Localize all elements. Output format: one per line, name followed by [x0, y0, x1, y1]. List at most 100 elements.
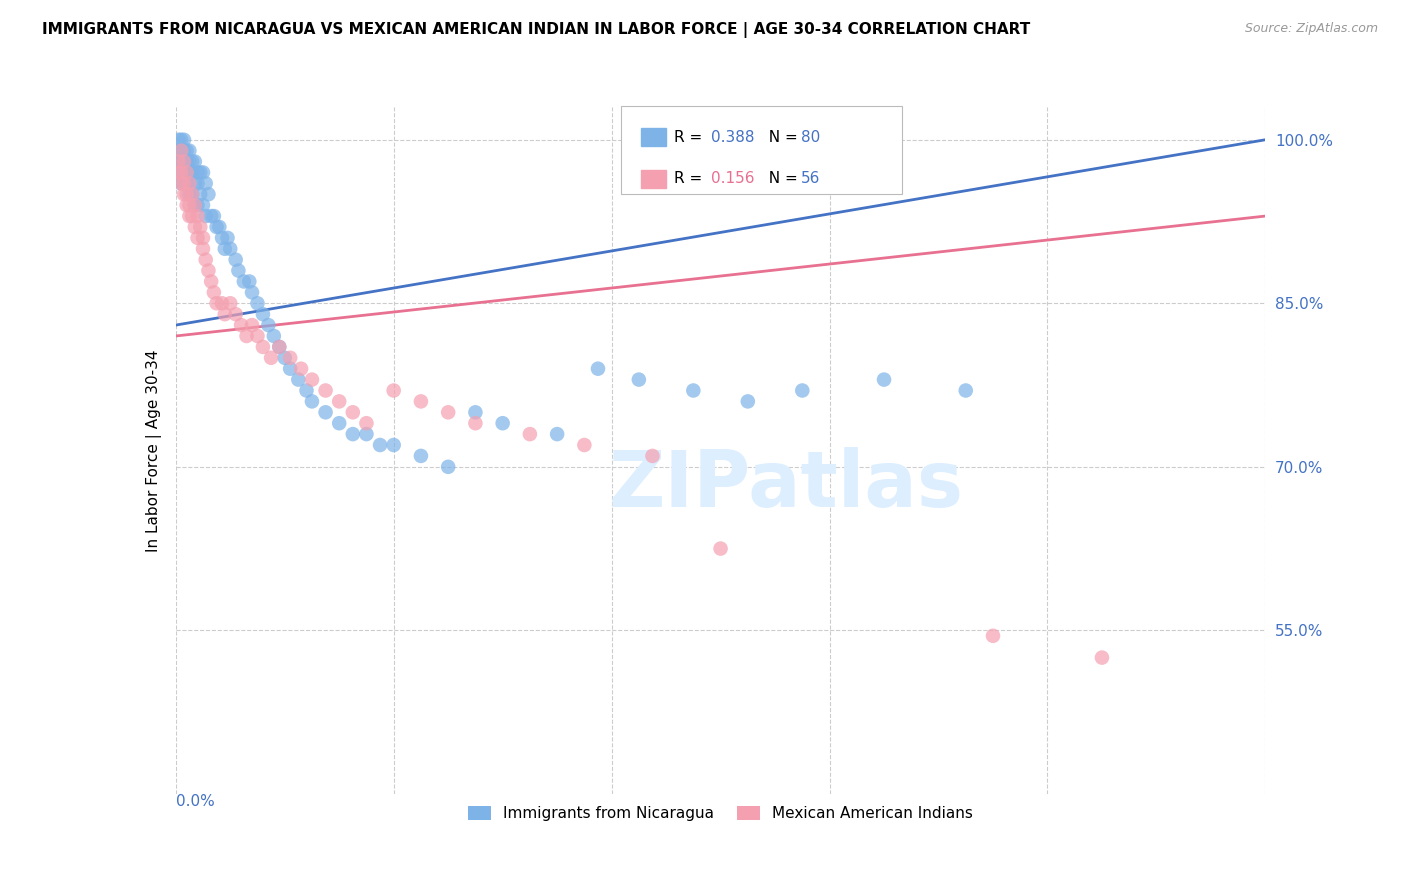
Point	[263, 329, 285, 343]
Point	[186, 209, 209, 223]
Point	[179, 165, 201, 179]
Point	[278, 361, 301, 376]
Point	[184, 177, 207, 191]
Point	[437, 405, 460, 419]
Point	[219, 242, 242, 256]
Text: 56: 56	[801, 171, 820, 186]
Point	[546, 427, 568, 442]
Point	[260, 351, 283, 365]
Text: 0.388: 0.388	[711, 129, 755, 145]
Point	[194, 252, 217, 267]
Text: R =: R =	[675, 129, 707, 145]
Point	[295, 384, 318, 398]
Point	[315, 384, 337, 398]
Point	[252, 340, 274, 354]
Point	[170, 165, 193, 179]
Point	[184, 198, 207, 212]
Text: N =: N =	[759, 171, 803, 186]
Point	[184, 198, 207, 212]
Point	[737, 394, 759, 409]
Point	[231, 318, 253, 332]
Point	[211, 296, 233, 310]
Point	[173, 165, 195, 179]
Point	[186, 198, 209, 212]
Point	[181, 154, 204, 169]
Point	[179, 198, 201, 212]
Point	[955, 384, 977, 398]
Point	[240, 318, 263, 332]
Point	[181, 165, 204, 179]
Point	[1091, 650, 1114, 665]
Point	[269, 340, 291, 354]
Point	[176, 165, 198, 179]
Point	[200, 275, 222, 289]
Point	[342, 427, 364, 442]
Point	[287, 373, 309, 387]
Point	[409, 449, 432, 463]
Point	[627, 373, 650, 387]
Point	[173, 133, 195, 147]
Point	[179, 154, 201, 169]
Point	[202, 209, 225, 223]
Point	[274, 351, 297, 365]
Point	[173, 177, 195, 191]
Point	[197, 263, 219, 277]
Point	[981, 629, 1004, 643]
Point	[176, 177, 198, 191]
Point	[167, 154, 190, 169]
Point	[356, 416, 378, 430]
Point	[586, 361, 609, 376]
Point	[710, 541, 733, 556]
Point	[342, 405, 364, 419]
Point	[191, 198, 214, 212]
Point	[179, 209, 201, 223]
Point	[235, 329, 257, 343]
Point	[188, 219, 211, 234]
Text: 0.156: 0.156	[711, 171, 755, 186]
Point	[188, 165, 211, 179]
Point	[464, 405, 486, 419]
Point	[173, 177, 195, 191]
Point	[181, 187, 204, 202]
Point	[170, 154, 193, 169]
Point	[176, 187, 198, 202]
Point	[176, 144, 198, 158]
Point	[238, 275, 260, 289]
Point	[186, 231, 209, 245]
Point	[186, 177, 209, 191]
Point	[217, 231, 239, 245]
Text: IMMIGRANTS FROM NICARAGUA VS MEXICAN AMERICAN INDIAN IN LABOR FORCE | AGE 30-34 : IMMIGRANTS FROM NICARAGUA VS MEXICAN AME…	[42, 22, 1031, 38]
Point	[181, 187, 204, 202]
Point	[181, 209, 204, 223]
Point	[225, 252, 247, 267]
Point	[464, 416, 486, 430]
Point	[641, 449, 664, 463]
Point	[170, 165, 193, 179]
Point	[191, 242, 214, 256]
Point	[574, 438, 596, 452]
Text: Source: ZipAtlas.com: Source: ZipAtlas.com	[1244, 22, 1378, 36]
Point	[211, 231, 233, 245]
Point	[173, 154, 195, 169]
Point	[225, 307, 247, 321]
Point	[176, 165, 198, 179]
Point	[257, 318, 280, 332]
Point	[179, 144, 201, 158]
Point	[184, 219, 207, 234]
Point	[179, 177, 201, 191]
Point	[167, 165, 190, 179]
Point	[368, 438, 391, 452]
Point	[382, 438, 405, 452]
Point	[170, 144, 193, 158]
Point	[409, 394, 432, 409]
Y-axis label: In Labor Force | Age 30-34: In Labor Force | Age 30-34	[146, 349, 162, 552]
Point	[186, 165, 209, 179]
Point	[188, 187, 211, 202]
Point	[202, 285, 225, 300]
Text: 0.0%: 0.0%	[176, 794, 215, 809]
Point	[315, 405, 337, 419]
Point	[197, 187, 219, 202]
Point	[173, 154, 195, 169]
Point	[328, 416, 350, 430]
Point	[328, 394, 350, 409]
